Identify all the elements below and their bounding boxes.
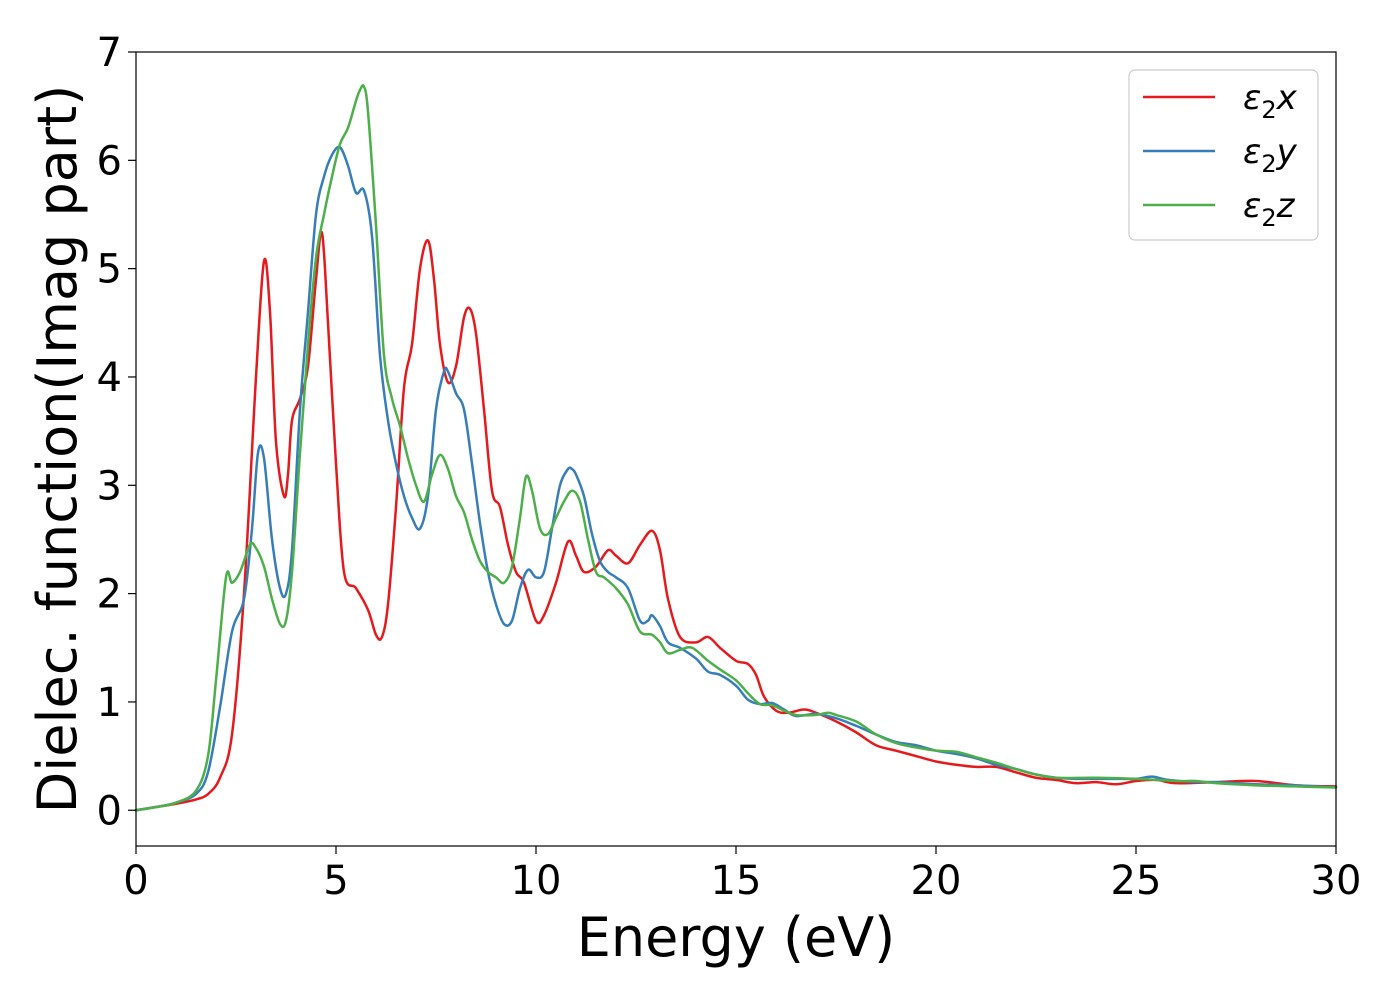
- legend-label-y: ε2y: [1243, 132, 1298, 178]
- y-tick-label: 7: [97, 30, 122, 76]
- legend-box: [1128, 69, 1319, 241]
- x-tick-label: 15: [711, 858, 762, 904]
- legend-label-base: ε: [1243, 132, 1261, 172]
- ticks-layer: 0 5 10 15 20 25 30 0 1 2 3 4 5 6 7: [97, 30, 1362, 904]
- legend-label-base: ε: [1243, 186, 1261, 226]
- x-tick-label: 20: [911, 858, 962, 904]
- legend-label-suffix: y: [1276, 132, 1298, 172]
- series-line-z: [134, 84, 1338, 812]
- legend-label-suffix: z: [1276, 186, 1296, 226]
- y-tick-label: 4: [97, 355, 122, 401]
- series-line-x: [134, 230, 1338, 812]
- y-axis-title: Dielec. function(Imag part): [26, 85, 89, 814]
- y-tick-label: 0: [97, 788, 122, 834]
- x-tick-label: 25: [1111, 858, 1162, 904]
- x-tick-label: 30: [1311, 858, 1362, 904]
- y-tick-label: 2: [97, 572, 122, 618]
- y-tick-label: 6: [97, 138, 122, 184]
- y-tick-label: 3: [97, 463, 122, 509]
- x-tick-label: 5: [323, 858, 348, 904]
- plot-frame: [135, 51, 1337, 847]
- x-axis-title: Energy (eV): [577, 906, 896, 969]
- legend-label-z: ε2z: [1243, 186, 1296, 232]
- legend-label-subscript: 2: [1261, 96, 1276, 124]
- legend-label-x: ε2x: [1243, 78, 1298, 124]
- x-tick-label: 10: [511, 858, 562, 904]
- y-tick-label: 1: [97, 680, 122, 726]
- series-layer: [134, 84, 1338, 812]
- legend-label-subscript: 2: [1261, 150, 1276, 178]
- legend-label-base: ε: [1243, 78, 1261, 118]
- x-tick-label: 0: [123, 858, 148, 904]
- legend-label-subscript: 2: [1261, 204, 1276, 232]
- legend-label-suffix: x: [1276, 78, 1298, 118]
- y-tick-label: 5: [97, 247, 122, 293]
